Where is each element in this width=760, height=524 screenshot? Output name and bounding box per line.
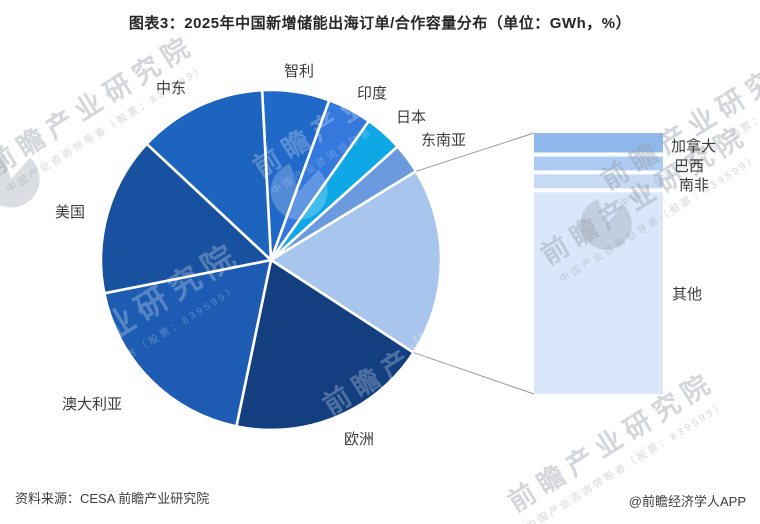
pie-slice-usa <box>99 142 273 295</box>
breakout-connector-top <box>415 132 535 172</box>
bar-segment-south-africa <box>534 174 663 189</box>
bar-segment-others <box>534 192 663 394</box>
pie-slice-middle-east <box>145 88 273 262</box>
source-note: 资料来源：CESA 前瞻产业研究院 <box>15 491 210 506</box>
pie-label-chile: 智利 <box>284 64 315 80</box>
bar-segment-brazil <box>534 156 663 171</box>
pie-slice-europe <box>235 258 415 432</box>
pie-label-middle-east: 中东 <box>156 81 187 97</box>
pie-label-japan: 日本 <box>396 110 427 126</box>
pie-slice-australia <box>103 258 273 428</box>
bar-segment-canada <box>534 133 663 153</box>
bar-label-south-africa: 南非 <box>679 178 710 194</box>
pie-slice-breakout-group <box>269 170 443 354</box>
bar-label-others: 其他 <box>672 287 703 303</box>
credit-note: @前瞻经济学人APP <box>628 494 746 509</box>
chart-title: 图表3：2025年中国新增储能出海订单/合作容量分布（单位：GWh，%） <box>128 15 632 32</box>
pie-label-india: 印度 <box>357 86 388 102</box>
bar-label-canada: 加拿大 <box>671 139 717 155</box>
pie-label-australia: 澳大利亚 <box>62 397 123 413</box>
pie-label-southeast-asia: 东南亚 <box>421 133 467 149</box>
bar-label-brazil: 巴西 <box>674 159 705 175</box>
pie-label-usa: 美国 <box>55 205 86 221</box>
breakout-connector-bottom <box>413 352 535 395</box>
pie-label-europe: 欧洲 <box>344 432 375 448</box>
